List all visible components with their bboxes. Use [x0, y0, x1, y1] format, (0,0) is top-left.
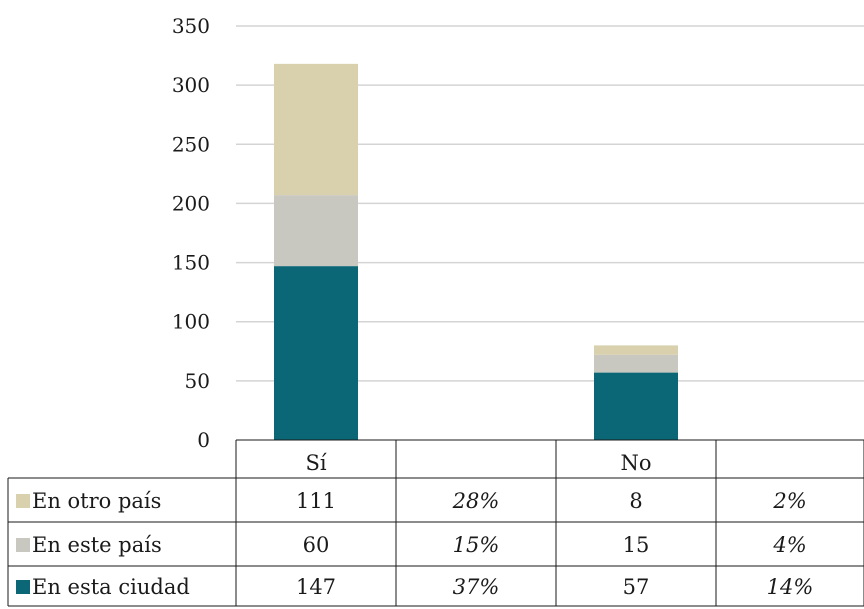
bar-no-series-1	[594, 354, 678, 373]
bar-no-series-2	[594, 345, 678, 355]
y-tick-label-300: 300	[172, 73, 210, 97]
table-cell-r0-c0: 111	[296, 489, 336, 513]
table-cell-r2-c2: 57	[623, 575, 650, 599]
data-table: Sí No En otro país 111 28% 8 2% En este país 60 1…	[7, 439, 864, 607]
legend-swatch-2	[16, 580, 30, 594]
table-cell-r1-c1: 15%	[453, 533, 500, 557]
y-axis-ticks: 0 50 100 150 200 250 300 350	[172, 14, 210, 452]
y-tick-label-250: 250	[172, 132, 210, 156]
table-cell-r2-c0: 147	[296, 575, 336, 599]
y-tick-label-350: 350	[172, 14, 210, 38]
bars	[274, 63, 678, 440]
table-row-label-0: En otro país	[32, 489, 161, 513]
table-cell-r1-c0: 60	[303, 533, 330, 557]
y-tick-label-200: 200	[172, 191, 210, 215]
y-tick-label-50: 50	[185, 369, 210, 393]
y-tick-label-100: 100	[172, 310, 210, 334]
bar-si-series-0	[274, 266, 358, 440]
table-cell-r2-c1: 37%	[453, 575, 500, 599]
category-label-2: No	[620, 451, 651, 475]
table-row-label-1: En este país	[32, 533, 162, 557]
table-cell-r1-c3: 4%	[772, 533, 806, 557]
bar-no-series-0	[594, 372, 678, 440]
bar-si-series-2	[274, 63, 358, 196]
table-row-label-2: En esta ciudad	[32, 575, 190, 599]
table-cell-r0-c2: 8	[629, 489, 642, 513]
y-tick-label-150: 150	[172, 251, 210, 275]
legend-swatch-0	[16, 494, 30, 508]
table-cell-r1-c2: 15	[623, 533, 650, 557]
table-cell-r0-c3: 2%	[772, 489, 806, 513]
legend-swatch-1	[16, 538, 30, 552]
table-cell-r2-c3: 14%	[767, 575, 814, 599]
category-label-0: Sí	[305, 451, 326, 475]
table-cell-r0-c1: 28%	[452, 489, 500, 513]
bar-si-series-1	[274, 195, 358, 267]
y-tick-label-0: 0	[197, 428, 210, 452]
